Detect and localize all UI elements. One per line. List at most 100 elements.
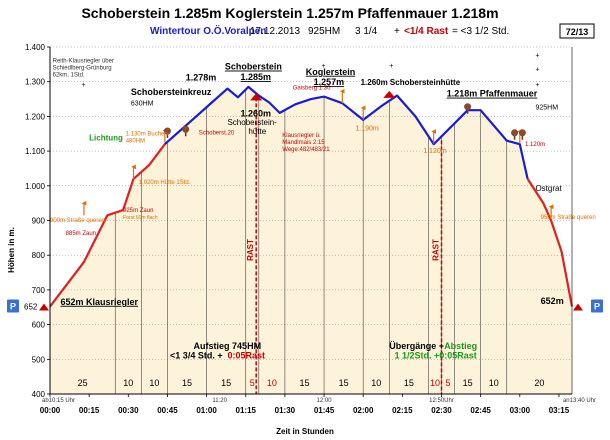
subtitle-total: = <3 1/2 Std. <box>452 26 509 37</box>
clock-time-label: an13:40 Uhr <box>563 398 596 404</box>
hut-marker <box>383 90 396 98</box>
rast-label: RAST <box>246 239 255 261</box>
annotation-label: 1.257m <box>314 77 345 87</box>
parking-sign <box>7 299 19 313</box>
annotation-label: Wege:482/483/21 <box>282 147 330 153</box>
annotation-label: 62km, 1Std. <box>53 72 85 78</box>
profile-line-abstieg <box>526 178 574 307</box>
annotation-label: Schoberstein- <box>227 118 277 127</box>
segment-duration-label: 15 <box>404 378 414 388</box>
x-tick-label: 01:30 <box>275 406 296 415</box>
subtitle-rast: <1/4 Rast <box>404 26 449 37</box>
tree-crown <box>182 125 190 133</box>
annotation-label: Abstieg <box>444 341 477 351</box>
annotation-label: 1.120m <box>423 148 447 155</box>
annotation-label: Aufstieg 745HM <box>194 341 262 351</box>
tree-trunk <box>184 130 187 137</box>
clock-time-label: 11:20 <box>212 398 227 404</box>
subtitle-tour: Wintertour O.Ö.Voralpen <box>150 24 266 37</box>
annotation-label: + <box>389 63 393 70</box>
x-tick-label: 02:00 <box>353 406 374 415</box>
profile-lines-layer <box>49 85 574 308</box>
annotation-label: 630HM <box>131 100 154 107</box>
start-altitude-label: 652 <box>24 303 38 312</box>
annotation-label: Forst 60m flach <box>123 215 158 221</box>
subtitle-plus: + <box>394 26 400 37</box>
clock-time-label: ab10:15 Uhr <box>42 398 75 404</box>
annotation-label: 925m Zaun <box>123 208 153 214</box>
annotation-label: + <box>535 52 539 59</box>
clock-time-label: 12:50Uhr <box>429 398 454 404</box>
annotation-label: Ostgrat <box>535 184 562 193</box>
chart-title: Schoberstein 1.285m Koglerstein 1.257m P… <box>81 5 498 21</box>
annotation-label: hütte <box>248 127 266 136</box>
annotation-label: 900m Straße queren <box>50 218 105 224</box>
x-tick-label: 00:30 <box>118 406 139 415</box>
subtitle-hm: 925HM <box>308 26 340 37</box>
annotation-label: 1.130m Buchen <box>126 131 168 137</box>
y-tick-label: 400 <box>32 390 46 399</box>
segment-duration-label: 15 <box>221 378 231 388</box>
segment-duration-label: 5 <box>446 378 451 388</box>
y-tick-label: 1.200 <box>25 112 46 121</box>
clock-time-label: 12:00 <box>317 398 333 404</box>
x-tick-label: 01:15 <box>236 406 257 415</box>
annotation-label: 1.218m Pfaffenmauer <box>447 89 538 99</box>
x-tick-label: 02:15 <box>392 406 413 415</box>
segment-duration-label: 10 <box>123 378 133 388</box>
annotation-label: Reith-Klausriegler über <box>53 59 114 65</box>
annotation-label: 1.120m <box>525 142 545 148</box>
annotations-layer: Reith-Klausriegler überSchiedlberg-Grünb… <box>50 52 596 360</box>
x-tick-label: 00:15 <box>79 406 100 415</box>
annotation-label: 950m Straße queren <box>541 215 596 221</box>
segment-duration-label: 10 <box>371 378 381 388</box>
chart-header: Schoberstein 1.285m Koglerstein 1.257m P… <box>81 5 595 39</box>
annotation-label: + <box>321 63 325 70</box>
annotation-label: Mandlmais 2:15 <box>282 140 325 146</box>
x-tick-label: 03:15 <box>549 406 570 415</box>
tree-crown <box>464 103 472 111</box>
y-tick-label: 1.300 <box>25 78 46 87</box>
x-tick-label: 03:00 <box>510 406 531 415</box>
tree-trunk <box>521 133 524 140</box>
y-tick-label: 1.400 <box>25 43 46 52</box>
annotation-label: Schobersteinkreuz <box>131 87 212 97</box>
annotation-label: + <box>535 82 539 89</box>
annotation-label: 885m Zaun <box>66 231 96 237</box>
annotation-label: 1 1/2Std. +0:05Rast <box>395 351 477 361</box>
profile-line-kamm <box>164 85 529 180</box>
tree-trunk <box>513 133 516 140</box>
annotation-label: 652m Klausriegler <box>60 297 138 307</box>
subtitle-time: 3 1/4 <box>355 26 378 37</box>
segment-duration-label: 5 <box>250 378 255 388</box>
segment-duration-label: 15 <box>339 378 349 388</box>
annotation-label: 925HM <box>535 104 558 111</box>
hut-marker <box>250 93 263 101</box>
segment-duration-label: 10 <box>430 378 440 388</box>
segment-duration-label: 15 <box>299 378 309 388</box>
annotation-label: Koglerstein <box>306 67 356 77</box>
page-number: 72/13 <box>566 27 589 37</box>
segment-duration-label: 10 <box>489 378 499 388</box>
rast-label: RAST <box>432 239 441 261</box>
x-tick-label: 01:45 <box>314 406 335 415</box>
segment-duration-label: 15 <box>463 378 473 388</box>
annotation-label: 0:05Rast <box>227 351 265 361</box>
parking-label: P <box>594 302 600 312</box>
annotation-label: + <box>81 82 85 89</box>
annotation-label: Schoberst.20 <box>199 130 235 136</box>
profile-line-aufstieg <box>49 143 166 308</box>
y-tick-label: 1.000 <box>25 182 46 191</box>
y-tick-label: 900 <box>32 217 46 226</box>
subtitle-date: 17.12.2013 <box>250 26 300 37</box>
endpoint-house-marker <box>573 303 583 311</box>
axes-layer: 400 500 600 700 800 900 1.000 1.100 1.200 1.300 1.… <box>25 43 596 415</box>
annotation-label: 1.278m <box>186 73 217 83</box>
annotation-label: Schoberstein <box>225 62 282 72</box>
y-axis-title: Höhen in m. <box>7 227 16 273</box>
x-tick-label: 00:00 <box>40 406 61 415</box>
annotation-label: Übergänge + <box>389 341 444 351</box>
segment-duration-label: 15 <box>182 378 192 388</box>
tree-trunk <box>166 132 169 139</box>
